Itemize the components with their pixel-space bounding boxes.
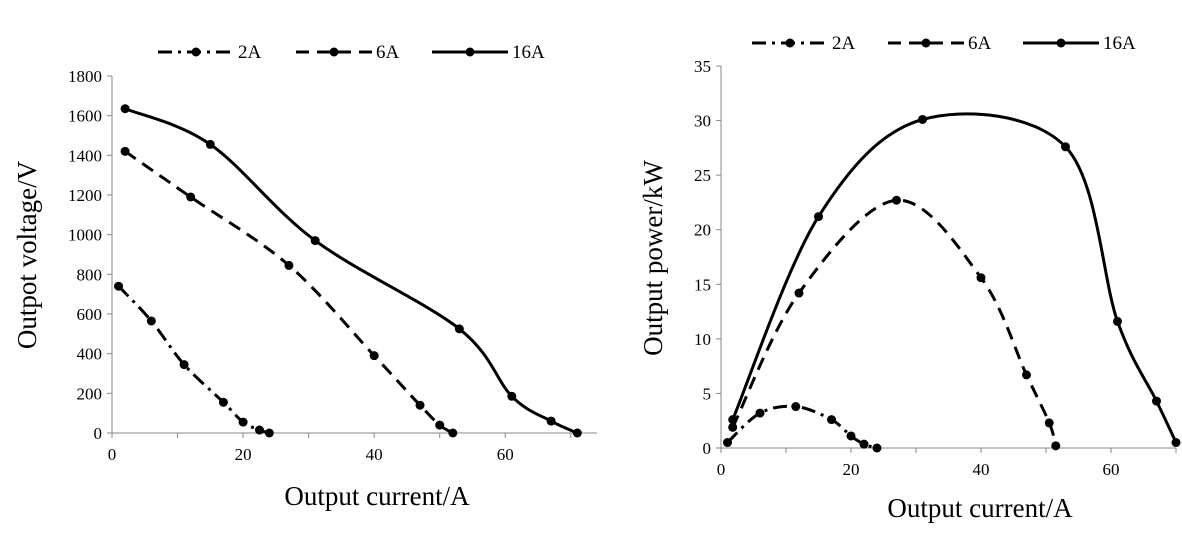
data-point-6A (794, 288, 804, 298)
data-point-2A (146, 316, 156, 326)
legend: 2A 6A 16A (158, 42, 545, 63)
data-point-6A (728, 422, 738, 432)
y-tick-label: 0 (703, 439, 712, 458)
axes: 0 5 10 15 20 25 30 35 0 20 40 60 (694, 57, 1177, 479)
data-point-6A (1051, 441, 1061, 451)
data-point-6A (448, 428, 458, 438)
y-tick-label: 800 (77, 265, 103, 284)
y-tick-label: 1600 (68, 107, 102, 126)
y-tick-label: 600 (77, 305, 103, 324)
data-point-6A (976, 273, 986, 283)
legend-label-16A: 16A (512, 42, 545, 63)
x-tick-label: 20 (843, 460, 860, 479)
data-point-6A (415, 400, 425, 410)
y-tick-label: 25 (694, 166, 711, 185)
legend-marker-16A (1056, 38, 1066, 48)
data-point-6A (1022, 370, 1031, 380)
series-line-6A (731, 198, 1058, 447)
x-tick-label: 60 (497, 445, 514, 464)
series-group (723, 112, 1181, 453)
data-point-16A (507, 391, 517, 401)
y-axis-title: Outpot voltage/V (12, 160, 42, 349)
data-point-6A (186, 192, 196, 202)
data-point-2A (859, 439, 869, 449)
y-tick-label: 10 (694, 330, 711, 349)
x-tick-label: 20 (235, 445, 252, 464)
series-line-6A (124, 150, 454, 435)
data-point-16A (728, 415, 738, 425)
y-tick-label: 15 (694, 275, 711, 294)
y-axis-title: Output power/kW (638, 160, 668, 356)
y-tick-label: 1200 (68, 186, 102, 205)
data-point-2A (264, 428, 274, 438)
x-tick-label: 60 (1103, 460, 1120, 479)
y-tick-label: 30 (694, 112, 711, 131)
legend-label-6A: 6A (968, 33, 992, 54)
data-point-16A (120, 104, 130, 114)
legend: 2A 6A 16A (752, 33, 1136, 54)
y-tick-label: 1400 (68, 146, 102, 165)
legend-marker-2A (191, 47, 201, 57)
data-point-6A (120, 146, 130, 156)
data-point-16A (205, 139, 215, 149)
data-point-16A (1152, 396, 1161, 406)
data-point-2A (827, 415, 836, 425)
data-point-6A (435, 420, 445, 430)
data-point-16A (1171, 438, 1181, 448)
y-tick-label: 5 (703, 384, 712, 403)
voltage-chart: 2A 6A 16A 02004006008001000120014001600180… (12, 42, 597, 511)
data-point-2A (846, 431, 856, 441)
data-point-2A (723, 438, 732, 448)
x-tick-label: 0 (717, 460, 726, 479)
data-point-16A (454, 324, 464, 334)
y-tick-label: 20 (694, 221, 711, 240)
data-point-2A (179, 360, 189, 370)
y-tick-label: 200 (77, 384, 103, 403)
data-point-2A (755, 408, 765, 418)
data-point-2A (114, 281, 124, 291)
x-axis-title: Output current/A (887, 493, 1073, 523)
legend-marker-16A (465, 47, 475, 57)
power-chart: 2A 6A 16A 0 5 10 15 20 25 30 35 0 20 40 60 Output cur… (638, 33, 1181, 523)
data-point-16A (814, 212, 823, 222)
data-point-16A (1061, 142, 1070, 152)
data-point-6A (284, 260, 294, 270)
data-point-16A (546, 416, 556, 426)
series-group (114, 104, 582, 438)
x-tick-label: 40 (973, 460, 990, 479)
legend-marker-6A (921, 38, 931, 48)
data-point-6A (892, 195, 901, 205)
x-tick-label: 40 (366, 445, 383, 464)
legend-label-2A: 2A (238, 42, 262, 63)
series-line-2A (726, 404, 878, 450)
legend-marker-2A (785, 38, 795, 48)
series-line-2A (117, 285, 270, 435)
series-line-16A (731, 112, 1178, 444)
legend-label-6A: 6A (376, 42, 400, 63)
data-point-16A (310, 236, 320, 246)
axes: 0 200 400 600 800 1000 1200 1400 1600 1800 0 20 40 60 (68, 67, 597, 464)
y-tick-label: 1000 (68, 226, 102, 245)
data-point-16A (1113, 316, 1122, 326)
data-point-2A (238, 417, 248, 427)
legend-label-16A: 16A (1103, 33, 1136, 54)
data-point-6A (1044, 418, 1054, 428)
legend-label-2A: 2A (832, 33, 856, 54)
data-point-16A (572, 428, 582, 438)
data-point-2A (218, 397, 228, 407)
data-point-2A (254, 425, 264, 435)
series-line-16A (124, 107, 578, 435)
legend-marker-6A (329, 47, 339, 57)
y-tick-label: 0 (94, 424, 103, 443)
data-point-16A (918, 114, 927, 124)
x-tick-label: 0 (108, 445, 117, 464)
data-point-2A (872, 443, 882, 453)
data-point-2A (791, 402, 801, 412)
data-point-6A (369, 351, 379, 361)
y-tick-label: 400 (77, 345, 103, 364)
x-axis-title: Output current/A (284, 481, 470, 511)
y-tick-label: 35 (694, 57, 711, 76)
y-tick-label: 1800 (68, 67, 102, 86)
